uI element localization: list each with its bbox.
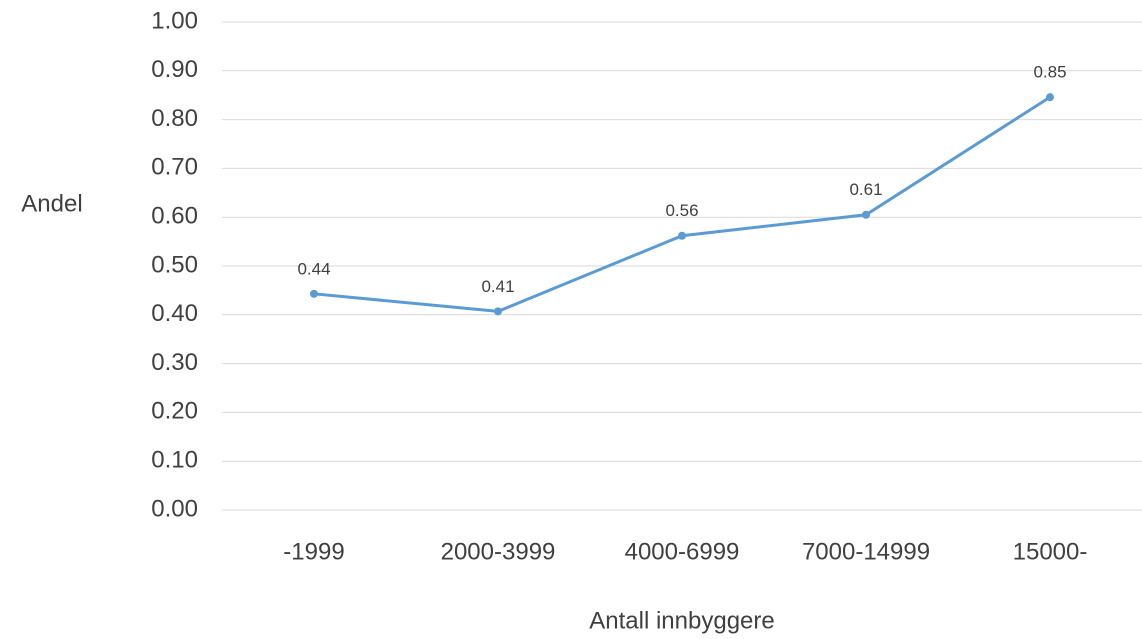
- x-axis-title: Antall innbyggere: [589, 607, 774, 634]
- point: [1046, 93, 1054, 102]
- y-tick-label: 0.70: [151, 154, 198, 181]
- y-tick-label: 0.00: [151, 495, 198, 522]
- data-label: 0.61: [849, 180, 882, 199]
- y-tick-label: 0.40: [151, 300, 198, 327]
- y-axis-title: Andel: [21, 190, 82, 217]
- y-tick-label: 1.00: [151, 7, 198, 34]
- x-tick-label: 15000-: [1013, 538, 1088, 565]
- point: [310, 289, 318, 298]
- y-tick-label: 0.20: [151, 398, 198, 425]
- y-tick-label: 0.10: [151, 447, 198, 474]
- data-label: 0.56: [665, 201, 698, 220]
- point: [678, 231, 686, 240]
- y-tick-label: 0.50: [151, 251, 198, 278]
- point: [862, 210, 870, 219]
- y-tick-label: 0.30: [151, 349, 198, 376]
- point: [494, 307, 502, 316]
- x-tick-label: 2000-3999: [441, 538, 556, 565]
- data-label: 0.44: [297, 259, 330, 278]
- x-tick-label: -1999: [283, 538, 344, 565]
- y-tick-label: 0.80: [151, 105, 198, 132]
- data-label: 0.41: [481, 277, 514, 296]
- y-tick-label: 0.90: [151, 56, 198, 83]
- x-tick-label: 4000-6999: [625, 538, 740, 565]
- y-tick-label: 0.60: [151, 203, 198, 230]
- x-tick-label: 7000-14999: [802, 538, 930, 565]
- data-label: 0.85: [1033, 63, 1066, 82]
